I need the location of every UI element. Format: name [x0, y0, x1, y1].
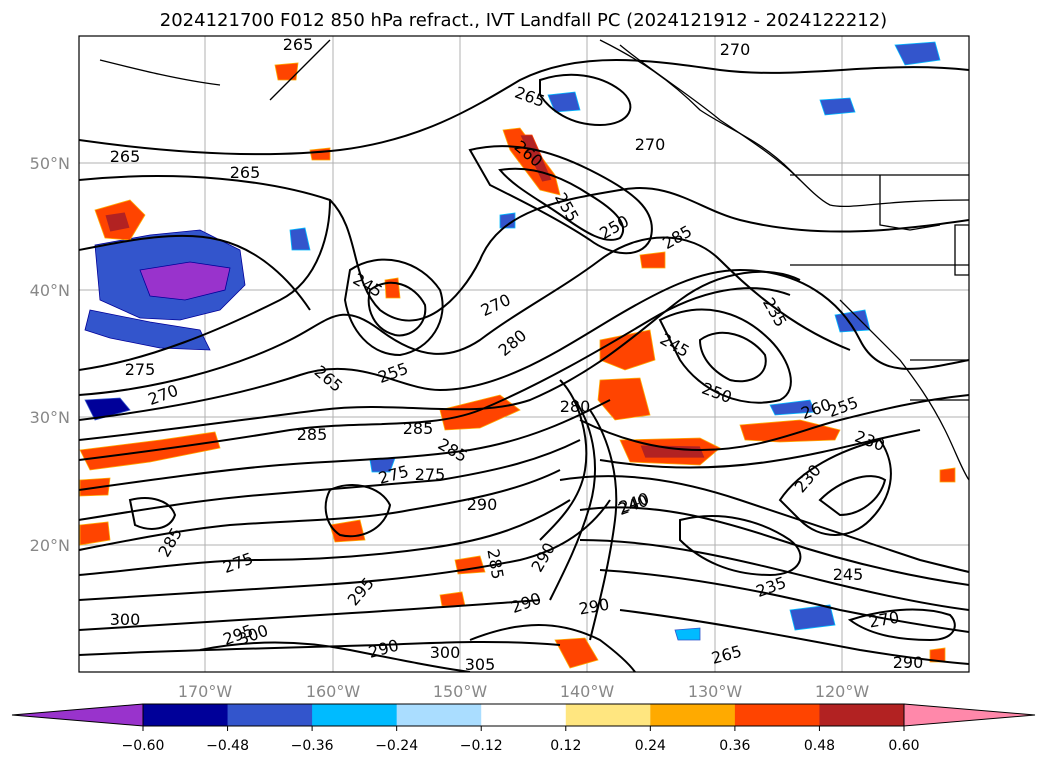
contour-label: 285 [403, 419, 434, 438]
contour-label: 280 [560, 397, 591, 416]
colorbar-bin [396, 704, 482, 726]
lat-label-20n: 20°N [30, 536, 70, 555]
lon-label-160w: 160°W [306, 682, 361, 701]
coastlines [99, 39, 969, 481]
lon-label-140w: 140°W [560, 682, 615, 701]
colorbar-bin [565, 704, 651, 726]
lat-labels: 50°N 40°N 30°N 20°N [30, 154, 70, 555]
colorbar-bin [650, 704, 736, 726]
lon-labels: 170°W 160°W 150°W 140°W 130°W 120°W [178, 682, 870, 701]
contour-label: 285 [297, 425, 328, 444]
colorbar-tick-label: 0.24 [635, 738, 666, 754]
contour-label: 265 [283, 35, 314, 54]
contour-label: 290 [467, 495, 498, 514]
colorbar-tick-label: 0.48 [804, 738, 835, 754]
contour-label: 275 [415, 465, 446, 484]
colorbar-bin [819, 704, 905, 726]
colorbar-tick-label: 0.12 [550, 738, 581, 754]
contour-label: 245 [833, 565, 864, 584]
map-frame [78, 35, 970, 673]
lon-label-120w: 120°W [815, 682, 870, 701]
map-title: 2024121700 F012 850 hPa refract., IVT La… [159, 10, 888, 31]
colorbar-tick-label: −0.48 [206, 738, 249, 754]
lon-label-150w: 150°W [433, 682, 488, 701]
colorbar-bin [481, 704, 567, 726]
refractivity-contours [79, 59, 969, 672]
colorbar-tick-label: 0.60 [888, 738, 919, 754]
colorbar-extend-max [903, 703, 1036, 727]
colorbar-frame [142, 703, 905, 727]
colorbar-bin [312, 704, 398, 726]
contour-label: 300 [110, 610, 141, 629]
lat-label-40n: 40°N [30, 281, 70, 300]
contour-label: 270 [720, 40, 751, 59]
lon-label-130w: 130°W [688, 682, 743, 701]
lat-label-50n: 50°N [30, 154, 70, 173]
colorbar-tick-label: −0.12 [460, 738, 503, 754]
contour-label: 265 [230, 163, 261, 182]
colorbar-bin [143, 704, 229, 726]
colorbar-tick-label: −0.36 [291, 738, 334, 754]
contour-label: 305 [465, 655, 496, 674]
colorbar-tick-label: 0.36 [719, 738, 750, 754]
shaded-anomaly-field [79, 41, 956, 669]
contour-label: 270 [635, 135, 666, 154]
lon-label-170w: 170°W [178, 682, 233, 701]
colorbar-tick-label: −0.60 [122, 738, 165, 754]
contour-label: 300 [430, 643, 461, 662]
colorbar-extend-min [11, 703, 144, 727]
colorbar: −0.60 −0.48 −0.36 −0.24 −0.12 0.12 0.24 0.36 0.4… [11, 703, 1036, 754]
contour-label: 265 [110, 147, 141, 166]
colorbar-bin [227, 704, 313, 726]
contour-label: 275 [125, 360, 156, 379]
colorbar-bin [734, 704, 820, 726]
contour-label: 290 [893, 653, 924, 672]
lat-label-30n: 30°N [30, 408, 70, 427]
colorbar-tick-label: −0.24 [375, 738, 418, 754]
